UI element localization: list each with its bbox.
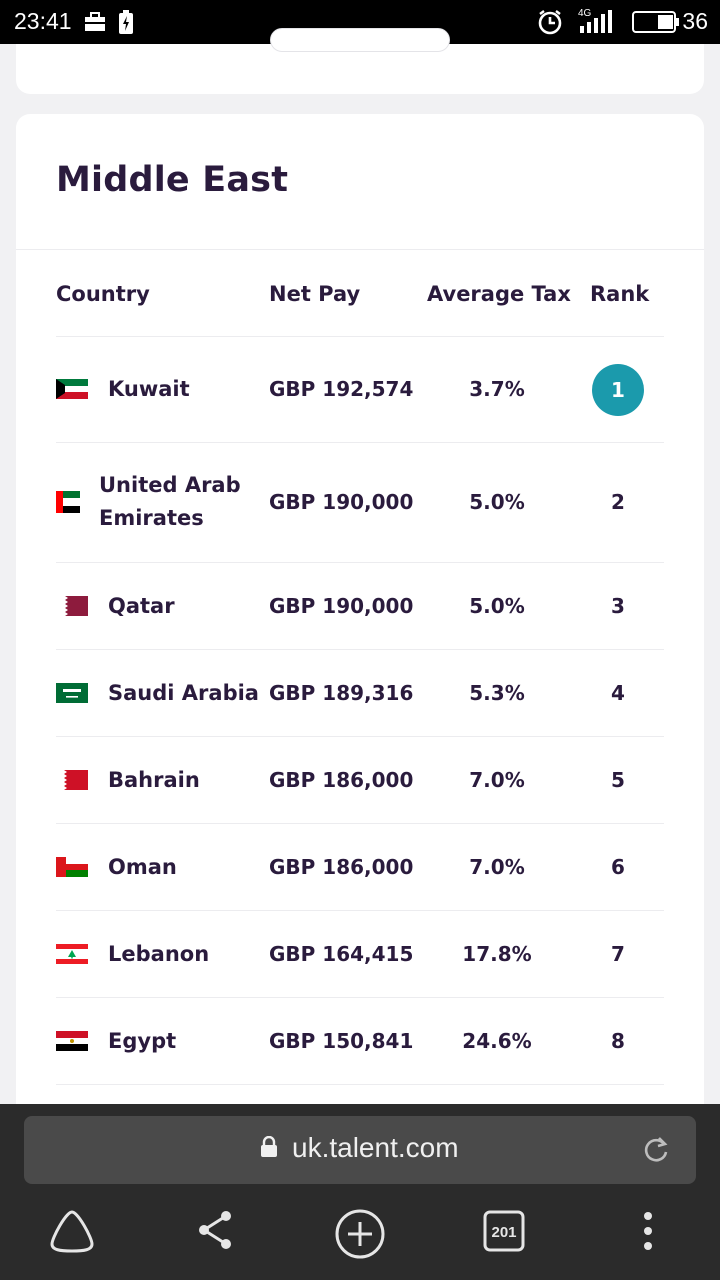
table-row: Kuwait GBP 192,574 3.7% 1 <box>56 337 664 442</box>
table-row: Egypt GBP 150,841 24.6% 8 <box>56 998 664 1085</box>
tabs-icon[interactable]: 201 <box>482 1208 526 1258</box>
average-tax: 5.0% <box>469 490 525 514</box>
rank: 4 <box>611 681 625 705</box>
home-icon[interactable] <box>48 1208 96 1258</box>
country-name: Oman <box>108 855 177 879</box>
net-pay: GBP 150,841 <box>269 1029 414 1053</box>
rank: 7 <box>611 942 625 966</box>
browser-toolbar: uk.talent.com 201 <box>0 1104 720 1280</box>
row-divider <box>56 649 664 650</box>
net-pay: GBP 192,574 <box>269 377 414 401</box>
new-tab-icon[interactable] <box>334 1208 386 1264</box>
rank: 8 <box>611 1029 625 1053</box>
oman-flag-icon <box>56 857 88 877</box>
network-type-text: 4G <box>578 8 592 19</box>
alarm-icon <box>537 9 563 39</box>
uae-flag-icon <box>56 491 80 513</box>
menu-icon[interactable] <box>636 1208 660 1258</box>
battery-saver-icon <box>118 10 134 38</box>
average-tax: 7.0% <box>469 768 525 792</box>
table-row: Qatar GBP 190,000 5.0% 3 <box>56 563 664 650</box>
row-divider <box>56 910 664 911</box>
average-tax: 7.0% <box>469 855 525 879</box>
country-name-line-1: United Arab <box>99 473 241 497</box>
share-icon[interactable] <box>196 1208 236 1256</box>
average-tax: 5.3% <box>469 681 525 705</box>
table-row: Lebanon GBP 164,415 17.8% 7 <box>56 911 664 998</box>
reload-icon[interactable] <box>642 1134 670 1168</box>
divider <box>16 249 704 250</box>
tab-count: 201 <box>491 1224 516 1241</box>
average-tax: 24.6% <box>462 1029 532 1053</box>
header-net-pay: Net Pay <box>269 282 361 306</box>
kuwait-flag-icon <box>56 379 88 399</box>
rank-badge: 1 <box>592 364 644 416</box>
table-row: United Arab Emirates GBP 190,000 5.0% 2 <box>56 443 664 562</box>
net-pay: GBP 164,415 <box>269 942 414 966</box>
rank: 6 <box>611 855 625 879</box>
lock-icon <box>260 1135 278 1162</box>
net-pay: GBP 190,000 <box>269 594 414 618</box>
country-name: Bahrain <box>108 768 200 792</box>
briefcase-icon <box>84 12 106 36</box>
egypt-flag-icon <box>56 1031 88 1051</box>
row-divider <box>56 336 664 337</box>
url-text[interactable]: uk.talent.com <box>292 1132 459 1163</box>
status-time: 23:41 <box>14 8 72 34</box>
table-row: Saudi Arabia GBP 189,316 5.3% 4 <box>56 650 664 737</box>
row-divider <box>56 562 664 563</box>
country-name-line-2: Emirates <box>99 506 204 530</box>
signal-icon: 4G <box>576 6 620 40</box>
rank: 2 <box>611 490 625 514</box>
saudi-arabia-flag-icon <box>56 683 88 703</box>
header-country: Country <box>56 282 150 306</box>
net-pay: GBP 189,316 <box>269 681 414 705</box>
previous-card-button[interactable] <box>270 28 450 52</box>
lebanon-flag-icon <box>56 944 88 964</box>
net-pay: GBP 186,000 <box>269 768 414 792</box>
row-divider <box>56 823 664 824</box>
qatar-flag-icon <box>56 596 88 616</box>
average-tax: 5.0% <box>469 594 525 618</box>
header-average-tax: Average Tax <box>427 282 571 306</box>
average-tax: 3.7% <box>469 377 525 401</box>
row-divider <box>56 736 664 737</box>
row-divider <box>56 1084 664 1085</box>
header-rank: Rank <box>590 282 650 306</box>
previous-card <box>16 28 704 94</box>
table-row: Bahrain GBP 186,000 7.0% 5 <box>56 737 664 824</box>
country-name: Egypt <box>108 1029 177 1053</box>
country-name: Saudi Arabia <box>108 681 259 705</box>
row-divider <box>56 442 664 443</box>
table-row: Oman GBP 186,000 7.0% 6 <box>56 824 664 911</box>
rank: 3 <box>611 594 625 618</box>
country-name: Lebanon <box>108 942 210 966</box>
rank: 5 <box>611 768 625 792</box>
average-tax: 17.8% <box>462 942 532 966</box>
net-pay: GBP 190,000 <box>269 490 414 514</box>
row-divider <box>56 997 664 998</box>
country-name: Qatar <box>108 594 175 618</box>
net-pay: GBP 186,000 <box>269 855 414 879</box>
country-name: Kuwait <box>108 377 190 401</box>
middle-east-card: Middle East Country Net Pay Average Tax … <box>16 114 704 1214</box>
address-bar[interactable]: uk.talent.com <box>24 1116 696 1184</box>
bahrain-flag-icon <box>56 770 88 790</box>
battery-level: 36 <box>682 8 708 34</box>
battery-icon <box>632 11 680 37</box>
section-title: Middle East <box>56 160 289 200</box>
